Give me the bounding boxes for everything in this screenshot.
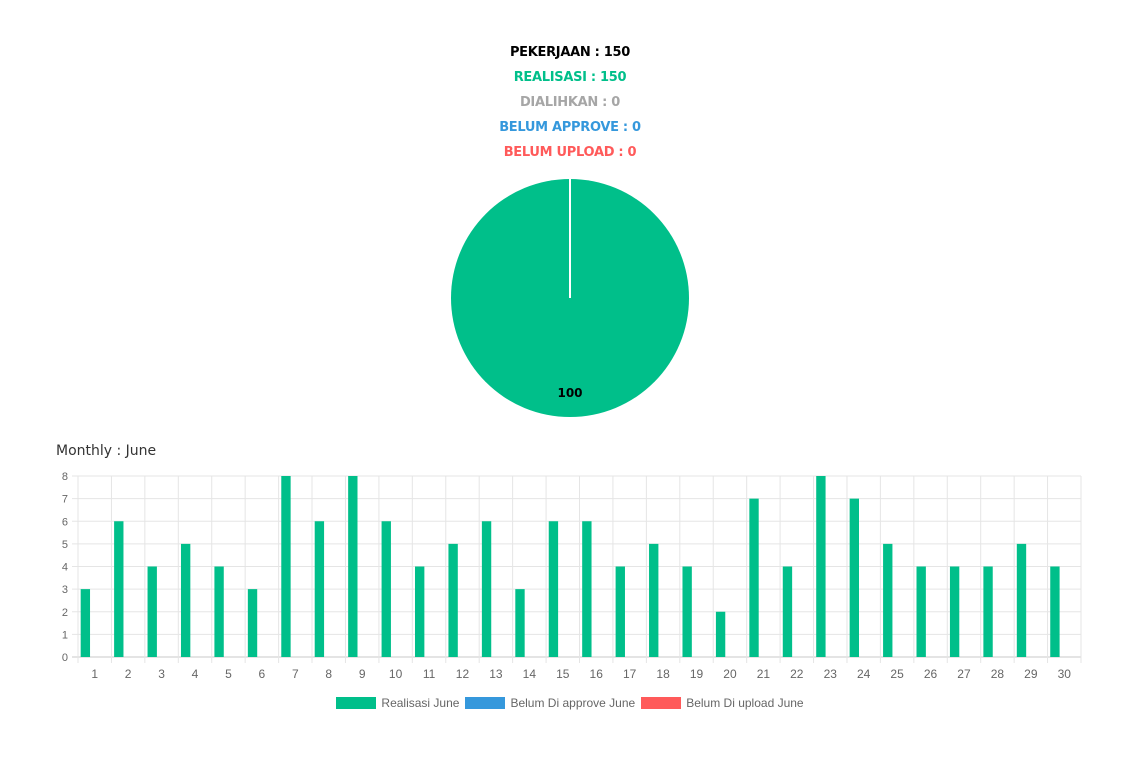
legend-label: Realisasi June	[381, 696, 460, 711]
y-tick-label: 3	[62, 584, 68, 596]
x-tick-label: 27	[957, 667, 971, 681]
bar-realisasi-june-20	[715, 611, 726, 657]
x-tick-label: 1	[91, 667, 98, 681]
bar-realisasi-june-22	[782, 566, 793, 657]
x-tick-label: 4	[192, 667, 199, 681]
legend-swatch	[465, 697, 506, 710]
summary-realisasi: REALISASI : 150	[513, 70, 627, 85]
bar-realisasi-june-18	[649, 543, 659, 657]
x-tick-label: 15	[556, 667, 570, 681]
x-tick-label: 19	[690, 667, 704, 681]
y-tick-label: 2	[62, 607, 68, 619]
y-tick-label: 8	[62, 471, 68, 483]
legend-swatch	[336, 697, 377, 710]
summary-belum-upload: BELUM UPLOAD : 0	[503, 145, 637, 160]
bar-realisasi-june-25	[883, 543, 893, 657]
x-tick-label: 17	[623, 667, 637, 681]
bar-realisasi-june-16	[582, 521, 592, 657]
bar-realisasi-june-17	[615, 566, 625, 657]
bar-realisasi-june-9	[348, 476, 358, 657]
legend-swatch	[641, 697, 682, 710]
x-tick-label: 11	[423, 667, 436, 681]
bar-realisasi-june-12	[448, 543, 458, 657]
monthly-title: Monthly : June	[56, 443, 157, 459]
y-tick-label: 1	[62, 629, 68, 641]
x-tick-label: 5	[225, 667, 232, 681]
x-tick-label: 18	[656, 667, 670, 681]
x-tick-label: 2	[125, 667, 132, 681]
x-tick-label: 22	[790, 667, 804, 681]
legend-label: Belum Di approve June	[510, 696, 636, 711]
pie-chart: 100	[451, 179, 689, 417]
x-tick-label: 25	[890, 667, 904, 681]
bar-realisasi-june-14	[515, 589, 525, 657]
bar-realisasi-june-4	[180, 543, 191, 657]
bar-realisasi-june-7	[281, 476, 291, 657]
legend-label: Belum Di upload June	[686, 696, 804, 711]
x-tick-label: 28	[991, 667, 1005, 681]
bar-realisasi-june-11	[415, 566, 425, 657]
summary-dialihkan: DIALIHKAN : 0	[519, 95, 621, 110]
x-tick-label: 12	[456, 667, 470, 681]
bar-chart-legend: Realisasi June Belum Di approve June Belum…	[0, 695, 1140, 710]
legend-item[interactable]: Belum Di upload June	[641, 695, 804, 711]
bar-realisasi-june-19	[682, 566, 692, 657]
x-tick-label: 23	[824, 667, 838, 681]
bar-realisasi-june-21	[749, 498, 759, 657]
y-tick-label: 0	[62, 652, 68, 664]
bar-realisasi-june-5	[214, 566, 224, 657]
y-tick-label: 5	[62, 539, 68, 551]
bar-realisasi-june-6	[247, 589, 258, 657]
x-tick-label: 21	[757, 667, 771, 681]
y-tick-label: 4	[62, 562, 68, 574]
summary-belum-approve: BELUM APPROVE : 0	[499, 120, 641, 135]
y-tick-label: 7	[62, 494, 68, 506]
summary-pekerjaan: PEKERJAAN : 150	[509, 45, 631, 60]
x-tick-label: 20	[723, 667, 737, 681]
x-tick-label: 10	[389, 667, 403, 681]
y-tick-label: 6	[62, 516, 68, 528]
x-tick-label: 7	[292, 667, 299, 681]
bar-realisasi-june-15	[548, 521, 559, 657]
bar-realisasi-june-28	[983, 566, 993, 657]
x-tick-label: 9	[359, 667, 366, 681]
x-tick-label: 30	[1058, 667, 1072, 681]
x-tick-label: 13	[489, 667, 503, 681]
x-tick-label: 14	[523, 667, 537, 681]
x-tick-label: 6	[259, 667, 266, 681]
bar-realisasi-june-2	[114, 521, 124, 657]
bar-realisasi-june-10	[381, 521, 391, 657]
bar-realisasi-june-1	[80, 589, 91, 657]
x-tick-label: 8	[325, 667, 332, 681]
legend-item[interactable]: Realisasi June	[336, 695, 459, 710]
x-tick-label: 29	[1024, 667, 1038, 681]
bar-realisasi-june-29	[1016, 543, 1027, 657]
summary-panel: PEKERJAAN : 150 REALISASI : 150 DIALIHKA…	[0, 40, 1140, 165]
bar-realisasi-june-8	[314, 521, 325, 657]
bar-realisasi-june-30	[1050, 566, 1060, 657]
x-tick-label: 26	[924, 667, 938, 681]
x-tick-label: 16	[590, 667, 604, 681]
x-tick-label: 24	[857, 667, 871, 681]
x-tick-label: 3	[158, 667, 165, 681]
bar-realisasi-june-23	[816, 476, 826, 657]
bar-realisasi-june-27	[949, 566, 960, 657]
bar-realisasi-june-13	[481, 521, 492, 657]
pie-slice-label: 100	[557, 386, 582, 400]
bar-realisasi-june-3	[147, 566, 157, 657]
bar-realisasi-june-24	[849, 498, 860, 657]
bar-realisasi-june-26	[916, 566, 926, 657]
legend-item[interactable]: Belum Di approve June	[465, 695, 635, 710]
